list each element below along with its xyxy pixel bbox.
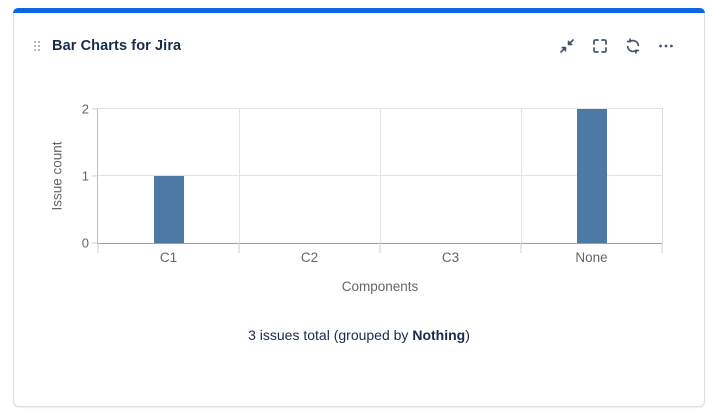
refresh-button[interactable] — [623, 36, 643, 56]
bar-none[interactable] — [576, 109, 607, 243]
x-axis-tick — [97, 243, 99, 253]
vertical-gridline — [239, 109, 240, 243]
y-axis-title: Issue count — [49, 141, 65, 211]
gadget-toolbar — [557, 36, 676, 56]
gadget-title: Bar Charts for Jira — [52, 38, 182, 54]
x-tick-label: C3 — [441, 250, 460, 265]
y-axis-tick — [92, 175, 98, 177]
gadget-accent-bar — [13, 8, 705, 13]
vertical-gridline — [521, 109, 522, 243]
vertical-gridline — [380, 109, 381, 243]
gadget-header: Bar Charts for Jira — [34, 35, 676, 57]
summary-group-value: Nothing — [412, 327, 466, 343]
summary-prefix: 3 issues total (grouped by — [248, 327, 413, 343]
summary-text: 3 issues total (grouped by Nothing) — [14, 327, 704, 343]
fullscreen-icon — [593, 39, 607, 53]
fullscreen-button[interactable] — [590, 36, 610, 56]
y-tick-label: 2 — [81, 101, 89, 117]
drag-handle-icon[interactable] — [34, 41, 40, 51]
refresh-icon — [626, 38, 640, 54]
y-tick-label: 0 — [81, 235, 89, 251]
bar-c1[interactable] — [153, 176, 184, 243]
y-tick-label: 1 — [81, 168, 89, 184]
more-button[interactable] — [656, 36, 676, 56]
x-axis-tick — [520, 243, 522, 253]
x-axis-tick — [661, 243, 663, 253]
x-tick-label: C1 — [159, 250, 178, 265]
x-axis-title: Components — [341, 279, 419, 294]
y-axis-tick — [92, 108, 98, 110]
collapse-button[interactable] — [557, 36, 577, 56]
x-tick-label: None — [575, 250, 608, 265]
gadget-card: Bar Charts for Jira — [13, 8, 705, 407]
y-axis-tick — [92, 242, 98, 244]
more-icon — [659, 44, 673, 48]
x-axis-tick — [379, 243, 381, 253]
x-axis-tick — [238, 243, 240, 253]
summary-suffix: ) — [465, 327, 470, 343]
x-tick-label: C2 — [300, 250, 319, 265]
plot-area: 0 1 2 C1 C2 C3 None — [82, 102, 663, 265]
collapse-icon — [560, 39, 574, 53]
